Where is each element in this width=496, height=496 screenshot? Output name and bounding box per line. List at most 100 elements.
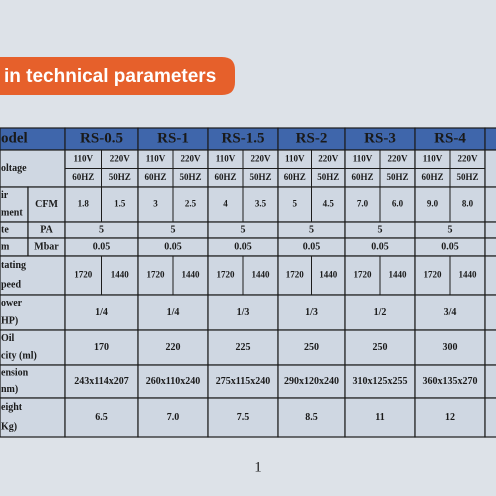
cell-text: 50HZ bbox=[249, 172, 271, 182]
cell-text: 8.0 bbox=[462, 199, 474, 209]
cell-text: 250 bbox=[373, 342, 388, 353]
table-cell bbox=[484, 127, 496, 151]
cell-text: 50HZ bbox=[179, 172, 201, 182]
cell-text: 1/4 bbox=[167, 307, 180, 318]
cell-text: 360x135x270 bbox=[423, 376, 478, 387]
table-cell bbox=[344, 329, 416, 366]
cell-text: RS-1.5 bbox=[222, 130, 265, 146]
table-cell bbox=[414, 294, 486, 331]
cell-text: 1720 bbox=[354, 270, 373, 280]
cell-text: 1440 bbox=[252, 270, 271, 280]
cell-text: ir bbox=[1, 190, 9, 201]
cell-text: 300 bbox=[443, 342, 458, 353]
cell-text: 9.0 bbox=[427, 199, 439, 209]
cell-text: 290x120x240 bbox=[284, 376, 339, 387]
table-cell bbox=[484, 221, 496, 239]
cell-text: 60HZ bbox=[284, 172, 306, 182]
table-cell bbox=[484, 255, 496, 296]
cell-text: 5 bbox=[309, 224, 314, 235]
cell-text: 0.05 bbox=[93, 241, 111, 252]
cell-text: 12 bbox=[445, 412, 455, 423]
cell-text: Mbar bbox=[34, 241, 59, 252]
cell-text: 110V bbox=[216, 153, 236, 163]
cell-text: 0.05 bbox=[234, 241, 252, 252]
title-banner bbox=[0, 57, 235, 95]
cell-text: 3 bbox=[153, 199, 158, 209]
cell-text: CFM bbox=[35, 199, 58, 210]
table-cell bbox=[207, 397, 279, 438]
cell-text: 4 bbox=[223, 199, 228, 209]
cell-text: 5 bbox=[448, 224, 453, 235]
cell-text: m bbox=[1, 241, 10, 252]
cell-text: 5 bbox=[99, 224, 104, 235]
table-cell bbox=[414, 397, 486, 438]
cell-text: RS-4 bbox=[434, 130, 466, 146]
cell-text: 220V bbox=[388, 153, 409, 163]
table-cell bbox=[137, 294, 209, 331]
table-cell bbox=[277, 294, 346, 331]
cell-text: 50HZ bbox=[317, 172, 339, 182]
cell-text: 243x114x207 bbox=[74, 376, 128, 387]
cell-text: RS-2 bbox=[296, 130, 328, 146]
cell-text: 50HZ bbox=[456, 172, 478, 182]
cell-text: 0.05 bbox=[303, 241, 321, 252]
cell-text: 3.5 bbox=[255, 199, 267, 209]
cell-text: 220V bbox=[318, 153, 339, 163]
cell-text: 110V bbox=[285, 153, 305, 163]
cell-text: 5 bbox=[293, 199, 298, 209]
cell-text: 0.05 bbox=[164, 241, 182, 252]
cell-text: 220 bbox=[166, 342, 181, 353]
cell-text: ower bbox=[1, 298, 23, 309]
cell-text: 220V bbox=[251, 153, 272, 163]
table-cell bbox=[484, 397, 496, 438]
cell-text: 8.5 bbox=[305, 412, 318, 423]
cell-text: eight bbox=[1, 402, 23, 413]
table-cell bbox=[207, 364, 279, 399]
cell-text: 11 bbox=[375, 412, 384, 423]
cell-text: 220V bbox=[181, 153, 202, 163]
cell-text: 110V bbox=[353, 153, 373, 163]
cell-text: 0.05 bbox=[371, 241, 389, 252]
cell-text: 1440 bbox=[319, 270, 338, 280]
cell-text: 1720 bbox=[217, 270, 236, 280]
cell-text: 2.5 bbox=[185, 199, 197, 209]
page-number: 1 bbox=[254, 459, 262, 475]
cell-text: PA bbox=[40, 224, 53, 235]
cell-text: 60HZ bbox=[72, 172, 94, 182]
cell-text: te bbox=[1, 224, 9, 235]
cell-text: RS-1 bbox=[157, 130, 189, 146]
cell-text: ension bbox=[1, 368, 29, 379]
cell-text: 3/4 bbox=[444, 307, 457, 318]
cell-text: 7.5 bbox=[237, 412, 250, 423]
table-cell bbox=[484, 329, 496, 366]
cell-text: 5 bbox=[171, 224, 176, 235]
cell-text: 110V bbox=[73, 153, 93, 163]
cell-text: 6.0 bbox=[392, 199, 404, 209]
table-cell bbox=[484, 186, 496, 223]
cell-text: 1440 bbox=[182, 270, 201, 280]
cell-text: 1/2 bbox=[374, 307, 387, 318]
cell-text: 220V bbox=[110, 153, 131, 163]
cell-text: 50HZ bbox=[109, 172, 131, 182]
cell-text: 50HZ bbox=[386, 172, 408, 182]
cell-text: 310x125x255 bbox=[353, 376, 408, 387]
cell-text: 220V bbox=[458, 153, 479, 163]
cell-text: 60HZ bbox=[421, 172, 443, 182]
table-cell bbox=[0, 397, 66, 438]
table-cell bbox=[137, 329, 209, 366]
table-cell bbox=[64, 329, 139, 366]
cell-text: 1720 bbox=[74, 270, 93, 280]
table-cell bbox=[277, 329, 346, 366]
cell-text: oltage bbox=[1, 163, 27, 174]
cell-text: 1.5 bbox=[114, 199, 126, 209]
cell-text: RS-0.5 bbox=[80, 130, 123, 146]
cell-text: 6.5 bbox=[95, 412, 108, 423]
cell-text: peed bbox=[1, 280, 21, 291]
cell-text: city (ml) bbox=[1, 351, 37, 362]
cell-text: 7.0 bbox=[357, 199, 369, 209]
cell-text: 60HZ bbox=[144, 172, 166, 182]
table-cell bbox=[484, 294, 496, 331]
cell-text: 1720 bbox=[424, 270, 443, 280]
cell-text: 170 bbox=[94, 342, 109, 353]
